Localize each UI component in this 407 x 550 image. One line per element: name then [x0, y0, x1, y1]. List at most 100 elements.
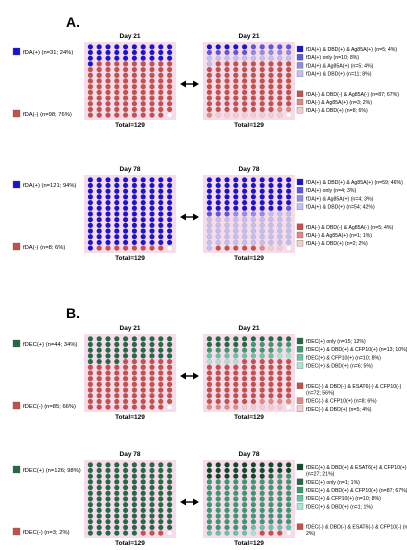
waffle-dot: [131, 89, 138, 96]
waffle-dot: [166, 106, 173, 113]
waffle-dot: [114, 502, 120, 508]
waffle-dot: [224, 404, 230, 410]
legend-swatch: [296, 463, 304, 471]
waffle-dot: [87, 177, 94, 183]
waffle-dot: [87, 387, 94, 393]
waffle-dot: [241, 194, 248, 200]
waffle-dot: [166, 341, 173, 348]
waffle-dot: [114, 467, 120, 474]
waffle-dot: [166, 473, 173, 479]
waffle-dot: [215, 44, 221, 50]
waffle-dot: [233, 217, 239, 223]
waffle-total: Total=129: [115, 122, 145, 129]
waffle-dot: [149, 199, 155, 206]
waffle-dot: [259, 524, 265, 531]
waffle-dot: [96, 479, 102, 485]
waffle-dot: [259, 353, 265, 359]
waffle-dot: [241, 347, 248, 353]
waffle-dot: [158, 222, 164, 229]
waffle-dot: [158, 199, 164, 206]
waffle-dot: [149, 66, 155, 73]
waffle-dot: [166, 467, 173, 474]
waffle-dot: [114, 336, 120, 342]
waffle-dot: [105, 49, 111, 56]
waffle-dot: [105, 228, 111, 234]
waffle-dot: [87, 358, 94, 365]
waffle-dot: [259, 101, 265, 107]
waffle-dot: [140, 519, 146, 525]
waffle-dot: [105, 376, 111, 382]
waffle-dot: [277, 61, 283, 67]
waffle-dot: [268, 336, 274, 342]
waffle-dot: [166, 239, 173, 246]
waffle-dot: [149, 55, 155, 61]
waffle-total: Total=129: [115, 255, 145, 262]
waffle-dot: [268, 358, 274, 365]
waffle-dot: [114, 61, 120, 67]
waffle-dot: [224, 217, 230, 223]
waffle-dot: [206, 364, 213, 370]
waffle-dot: [233, 245, 239, 251]
waffle-dot: [96, 239, 102, 246]
waffle-dot: [285, 524, 292, 531]
waffle-dot: [166, 55, 173, 61]
waffle-dot: [158, 490, 164, 496]
waffle-dot: [224, 398, 230, 405]
waffle-dot: [158, 89, 164, 96]
waffle-dot: [149, 387, 155, 393]
waffle-dot: [241, 222, 248, 229]
waffle-dot: [96, 188, 102, 194]
waffle-dot: [241, 473, 248, 479]
waffle-dot: [166, 530, 173, 536]
waffle-dot: [158, 479, 164, 485]
waffle-dot: [285, 376, 292, 382]
waffle-dot: [122, 44, 129, 50]
legend-label: fDEC(+) only (n=15; 12%): [306, 339, 366, 345]
waffle-dot: [122, 228, 129, 234]
waffle-dot: [87, 84, 94, 90]
waffle-dot: [87, 44, 94, 50]
waffle-dot: [250, 484, 257, 491]
waffle-dot: [277, 188, 283, 194]
waffle-dot: [114, 513, 120, 519]
waffle-dot: [87, 49, 94, 56]
waffle-dot: [122, 89, 129, 96]
waffle-dot: [241, 364, 248, 370]
waffle-title: Day 78: [239, 166, 260, 173]
waffle-dot: [277, 182, 283, 189]
waffle-dot: [122, 524, 129, 531]
waffle-dot: [259, 61, 265, 67]
waffle-dot: [149, 177, 155, 183]
waffle-dot: [158, 364, 164, 370]
waffle-dot: [131, 484, 138, 491]
waffle-dot: [250, 370, 257, 376]
waffle-dot: [241, 353, 248, 359]
waffle-dot: [166, 95, 173, 101]
waffle-dot: [87, 211, 94, 217]
waffle-dot: [206, 199, 213, 206]
waffle-dot: [96, 473, 102, 479]
waffle-dot: [277, 467, 283, 474]
waffle-dot: [149, 519, 155, 525]
waffle-dot: [259, 72, 265, 78]
waffle-dot: [131, 217, 138, 223]
waffle-dot: [224, 66, 230, 73]
legend-swatch: [12, 339, 21, 348]
waffle-dot: [122, 507, 129, 514]
waffle-dot: [87, 101, 94, 107]
waffle-dot: [96, 381, 102, 388]
waffle-dot: [87, 393, 94, 399]
waffle-dot: [87, 467, 94, 474]
waffle-dot: [96, 364, 102, 370]
waffle-dot: [224, 507, 230, 514]
waffle-chart-0: Day 21 Total=129 fDA(+) (n=31; 24%) fDA(-) …: [12, 33, 176, 129]
waffle-dot: [149, 513, 155, 519]
waffle-dot: [224, 78, 230, 84]
waffle-dot: [224, 95, 230, 101]
waffle-dot: [241, 239, 248, 246]
waffle-dot: [233, 364, 239, 370]
waffle-dot: [105, 55, 111, 61]
waffle-dot: [241, 479, 248, 485]
waffle-dot: [149, 364, 155, 370]
waffle-dot: [114, 398, 120, 405]
